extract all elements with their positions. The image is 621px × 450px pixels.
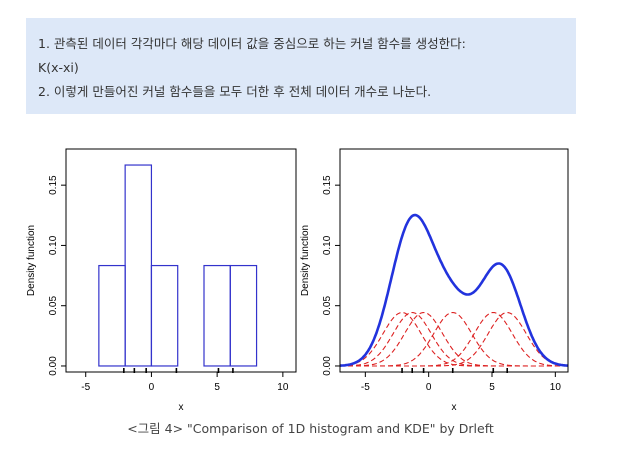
y-axis-label: Density function bbox=[300, 225, 311, 296]
explanation-line-3: 2. 이렇게 만들어진 커널 함수들을 모두 더한 후 전체 데이터 개수로 나… bbox=[38, 84, 432, 99]
kde-curve bbox=[339, 213, 568, 367]
figure-caption: <그림 4> "Comparison of 1D histogram and K… bbox=[127, 421, 494, 436]
x-tick-label: 0 bbox=[149, 382, 155, 393]
kernel-curve bbox=[340, 311, 568, 367]
y-tick-label: 0.05 bbox=[48, 296, 59, 316]
histogram-bar bbox=[98, 264, 126, 367]
kde-chart: -5 0 5 10 x 0.00 0.05 0.10 0.15 Density function bbox=[300, 148, 569, 413]
x-tick-label: 5 bbox=[214, 382, 220, 393]
explanation-line-2: K(x-xi) bbox=[38, 60, 79, 75]
x-tick-label: 5 bbox=[489, 382, 495, 393]
histogram-chart: -5 0 5 10 x 0.00 0.05 0.10 0.15 Density function bbox=[26, 148, 297, 413]
histogram-bar bbox=[203, 264, 231, 367]
y-tick-label: 0.10 bbox=[48, 235, 59, 255]
x-tick-label: -5 bbox=[361, 382, 370, 393]
explanation-line-1: 1. 관측된 데이터 각각마다 해당 데이터 값을 중심으로 하는 커널 함수를… bbox=[38, 36, 466, 51]
x-tick-label: 10 bbox=[277, 382, 289, 393]
y-tick-label: 0.00 bbox=[322, 356, 333, 376]
y-tick-label: 0.00 bbox=[48, 356, 59, 376]
y-tick-label: 0.15 bbox=[322, 175, 333, 195]
kernel-curve bbox=[340, 311, 569, 367]
plot-frame bbox=[65, 148, 297, 373]
explanation-box: 1. 관측된 데이터 각각마다 해당 데이터 값을 중심으로 하는 커널 함수를… bbox=[26, 18, 576, 114]
y-axis-label: Density function bbox=[26, 225, 37, 296]
x-axis-label: x bbox=[452, 402, 457, 413]
plot-frame bbox=[339, 148, 569, 373]
x-tick-label: 10 bbox=[550, 382, 562, 393]
histogram-bar bbox=[124, 164, 153, 367]
y-tick-label: 0.05 bbox=[322, 296, 333, 316]
x-tick-label: 0 bbox=[426, 382, 432, 393]
y-tick-label: 0.15 bbox=[48, 175, 59, 195]
kernel-curve bbox=[340, 311, 568, 367]
x-tick-label: -5 bbox=[81, 382, 90, 393]
histogram-bar bbox=[229, 264, 258, 367]
x-axis-label: x bbox=[179, 402, 184, 413]
kernel-curve bbox=[340, 311, 568, 367]
histogram-bar bbox=[150, 264, 179, 367]
y-tick-label: 0.10 bbox=[322, 235, 333, 255]
